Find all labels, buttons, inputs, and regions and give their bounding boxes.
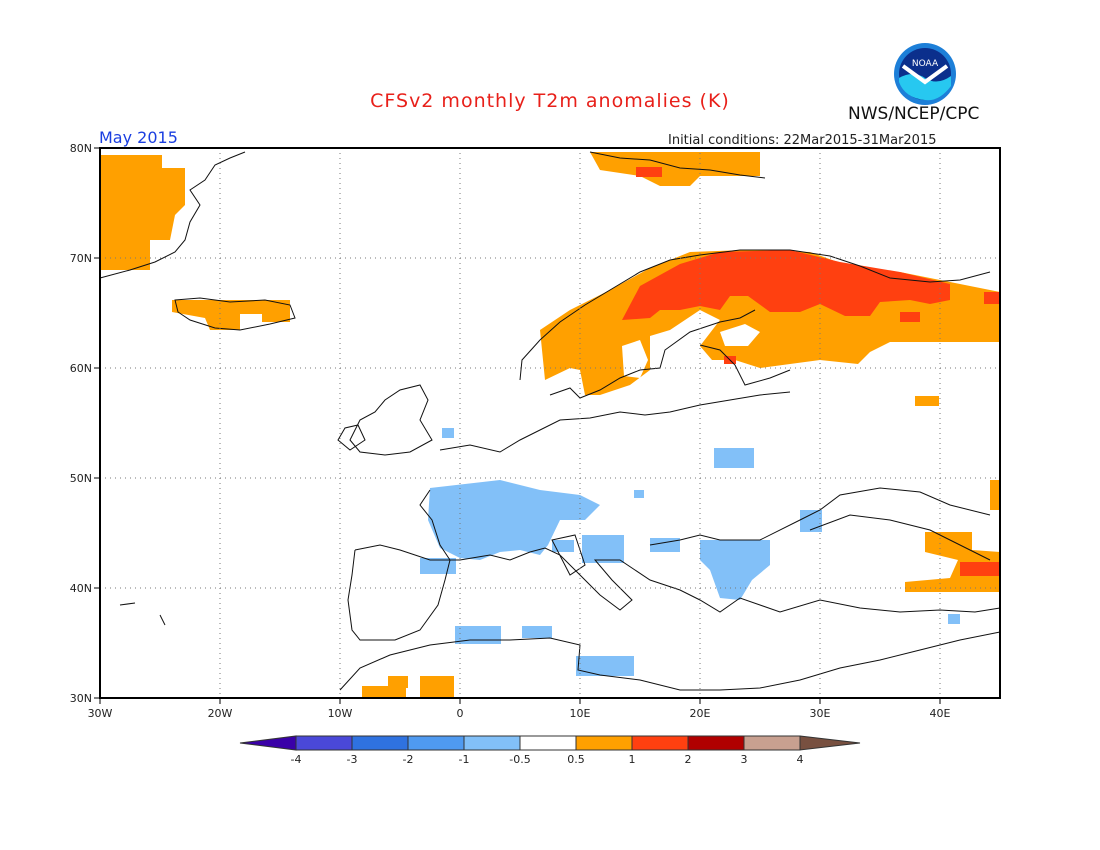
- colorbar-arrow-low: [239, 735, 297, 751]
- color-legend: -4 -3 -2 -1 -0.5 0.5 1 2 3 4: [239, 735, 861, 766]
- colorbar-swatch: [407, 735, 465, 751]
- lon-label: 10W: [328, 707, 353, 720]
- lat-label: 50N: [70, 472, 92, 485]
- lon-label: 40E: [930, 707, 951, 720]
- lon-label: 30W: [88, 707, 113, 720]
- colorbar-swatch: [743, 735, 801, 751]
- colorbar-label: -2: [403, 753, 414, 766]
- colorbar-swatch: [519, 735, 577, 751]
- lat-label: 60N: [70, 362, 92, 375]
- colorbar-swatch: [631, 735, 689, 751]
- colorbar-swatch: [463, 735, 521, 751]
- colorbar-label: -3: [347, 753, 358, 766]
- forecast-period: May 2015: [99, 128, 178, 147]
- colorbar-label: -4: [291, 753, 302, 766]
- colorbar-label: 1: [629, 753, 636, 766]
- lon-label: 10E: [570, 707, 591, 720]
- coastlines: [99, 151, 1001, 691]
- lat-label: 40N: [70, 582, 92, 595]
- anomaly-shading: [100, 152, 1000, 698]
- colorbar-swatch: [351, 735, 409, 751]
- colorbar-label: -0.5: [509, 753, 530, 766]
- gridlines: [100, 148, 1000, 698]
- lat-label: 80N: [70, 142, 92, 155]
- colorbar-label: 2: [685, 753, 692, 766]
- lon-label: 0: [457, 707, 464, 720]
- map-frame: [99, 147, 1001, 699]
- colorbar-label: 4: [797, 753, 804, 766]
- map-title: CFSv2 monthly T2m anomalies (K): [370, 90, 730, 112]
- noaa-logo: NOAA: [894, 43, 956, 105]
- colorbar-label: 0.5: [567, 753, 585, 766]
- lon-label: 20W: [208, 707, 233, 720]
- colorbar-label: 3: [741, 753, 748, 766]
- lon-label: 20E: [690, 707, 711, 720]
- lat-label: 70N: [70, 252, 92, 265]
- agency-label: NWS/NCEP/CPC: [848, 104, 980, 124]
- svg-text:NOAA: NOAA: [912, 59, 939, 69]
- lat-labels: 80N 70N 60N 50N 40N 30N: [70, 142, 92, 705]
- colorbar-label: -1: [459, 753, 470, 766]
- lat-label: 30N: [70, 692, 92, 705]
- initial-conditions: Initial conditions: 22Mar2015-31Mar2015: [668, 133, 937, 148]
- lon-label: 30E: [810, 707, 831, 720]
- colorbar-swatch: [575, 735, 633, 751]
- colorbar-arrow-high: [799, 735, 861, 751]
- colorbar-swatch: [295, 735, 353, 751]
- colorbar-swatch: [687, 735, 745, 751]
- lon-labels: 30W 20W 10W 0 10E 20E 30E 40E: [88, 707, 951, 720]
